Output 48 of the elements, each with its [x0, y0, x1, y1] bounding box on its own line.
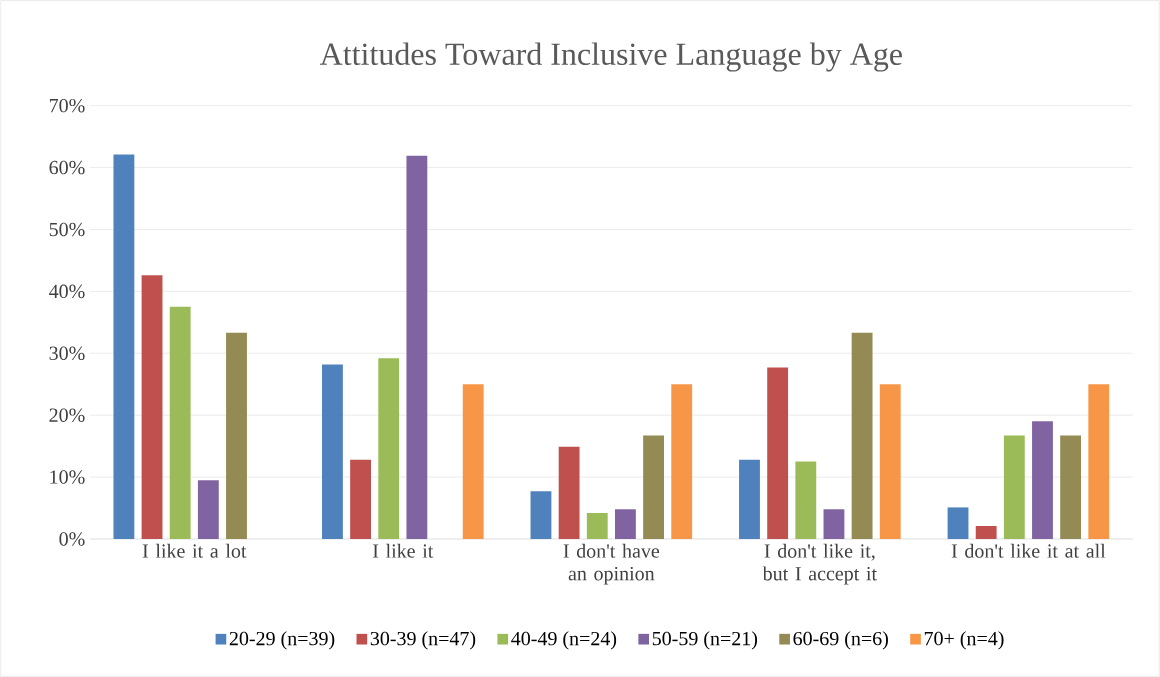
y-tick-label: 10%	[50, 470, 85, 484]
legend-label: 30-39 (n=47)	[370, 631, 476, 650]
bar	[322, 364, 343, 539]
bar	[823, 509, 845, 539]
legend-label: 20-29 (n=39)	[229, 631, 335, 650]
x-tick-label: I don't have an opinion	[563, 543, 660, 585]
bar	[406, 155, 428, 539]
x-tick-label: I like it a lot	[142, 543, 247, 558]
bar	[795, 461, 817, 539]
y-tick-label: 70%	[49, 98, 85, 113]
bar	[141, 275, 163, 539]
bar	[169, 306, 191, 539]
bar	[558, 446, 580, 539]
bar	[739, 459, 760, 539]
bar	[947, 507, 969, 539]
bar	[1032, 421, 1053, 539]
bar	[1060, 435, 1082, 539]
y-tick-label: 0%	[59, 532, 85, 546]
bar	[530, 491, 552, 539]
legend-label: 40-49 (n=24)	[511, 631, 617, 650]
bar	[851, 332, 873, 539]
bar	[614, 509, 636, 539]
bar	[975, 525, 997, 539]
y-tick-label: 20%	[49, 408, 85, 422]
y-tick-label: 30%	[49, 346, 85, 361]
bar	[586, 512, 608, 539]
y-tick-label: 50%	[49, 222, 85, 237]
y-tick-label: 40%	[49, 284, 85, 299]
bar	[1088, 384, 1110, 539]
bar	[1003, 435, 1025, 539]
bar	[879, 384, 901, 539]
bar	[643, 435, 664, 539]
bar	[671, 384, 693, 539]
legend-label: 70+ (n=4)	[924, 631, 1004, 650]
y-tick-label: 60%	[49, 160, 85, 175]
bar	[378, 358, 400, 539]
bar	[462, 384, 484, 539]
bar	[767, 367, 789, 539]
x-tick-label: I don't like it, but I accept it	[762, 543, 877, 585]
legend-label: 60-69 (n=6)	[793, 631, 888, 650]
bar	[350, 459, 371, 539]
x-tick-label: I like it	[372, 543, 434, 558]
bar	[226, 332, 247, 539]
bar	[197, 480, 219, 539]
chart-title: Attitudes Toward Inclusive Language by Age	[319, 42, 902, 72]
legend-label: 50-59 (n=21)	[652, 631, 758, 650]
bar	[113, 154, 135, 539]
x-tick-label: I don't like it at all	[951, 543, 1106, 558]
